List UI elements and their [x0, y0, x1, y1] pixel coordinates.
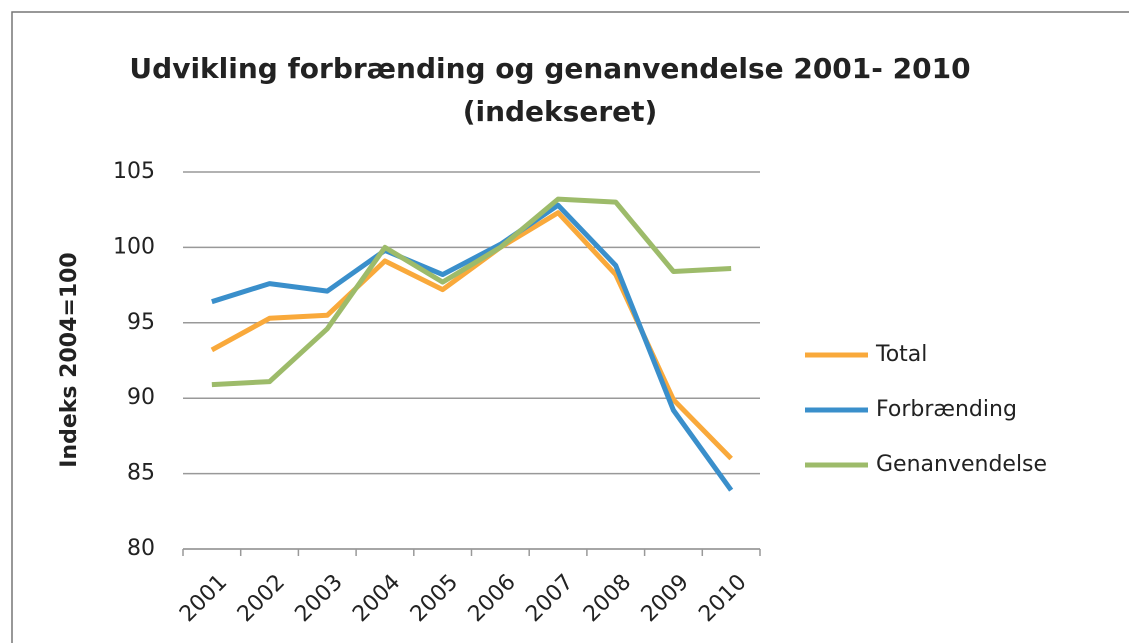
x-tick-label: 2005: [406, 570, 463, 627]
series-line: [211, 196, 732, 388]
y-axis-label: Indeks 2004=100: [57, 252, 82, 468]
x-tick-label: 2007: [521, 570, 578, 627]
series-line: [211, 202, 734, 492]
x-tick-label: 2002: [233, 570, 290, 627]
x-tick-label: 2001: [175, 570, 232, 627]
legend-label: Total: [875, 342, 927, 367]
x-tick-label: 2010: [694, 570, 751, 627]
x-tick-label: 2006: [464, 570, 521, 627]
legend-label: Forbrænding: [876, 397, 1017, 422]
legend-label: Genanvendelse: [876, 452, 1047, 477]
y-tick-label: 100: [113, 234, 155, 259]
x-tick-label: 2004: [348, 570, 405, 627]
y-tick-label: 105: [113, 159, 155, 184]
chart-title: (indekseret): [463, 95, 658, 128]
frame: [11, 11, 1129, 643]
y-tick-label: 85: [127, 461, 155, 486]
y-tick-label: 80: [127, 536, 155, 561]
y-tick-label: 95: [127, 310, 155, 335]
x-tick-label: 2003: [290, 570, 347, 627]
chart-title: Udvikling forbrænding og genanvendelse 2…: [129, 52, 970, 85]
x-tick-label: 2008: [579, 570, 636, 627]
y-tick-label: 90: [127, 385, 155, 410]
x-tick-label: 2009: [637, 570, 694, 627]
